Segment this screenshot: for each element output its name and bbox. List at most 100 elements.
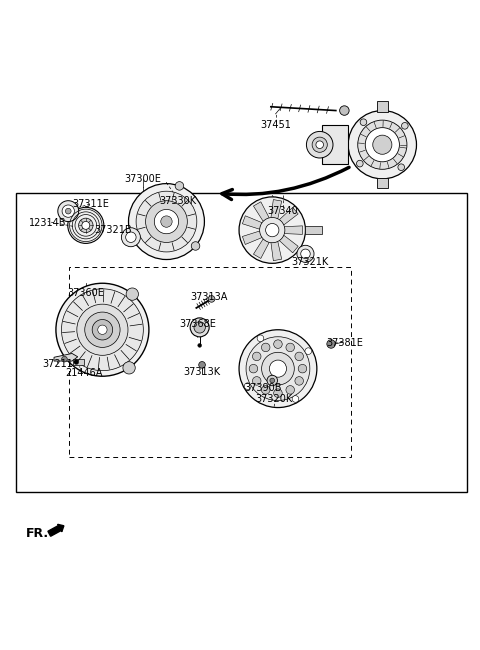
Circle shape bbox=[79, 218, 93, 233]
Circle shape bbox=[262, 343, 270, 352]
Circle shape bbox=[145, 201, 187, 242]
Circle shape bbox=[401, 122, 408, 129]
Circle shape bbox=[306, 131, 333, 158]
Polygon shape bbox=[279, 235, 298, 253]
Circle shape bbox=[239, 197, 305, 263]
Text: 37340: 37340 bbox=[267, 206, 298, 216]
Circle shape bbox=[246, 337, 310, 400]
Circle shape bbox=[61, 289, 144, 370]
Circle shape bbox=[92, 320, 113, 340]
Circle shape bbox=[262, 352, 294, 385]
Circle shape bbox=[286, 385, 295, 394]
Circle shape bbox=[373, 135, 392, 154]
Circle shape bbox=[292, 396, 299, 402]
Circle shape bbox=[82, 222, 90, 229]
Text: 37451: 37451 bbox=[260, 120, 291, 130]
Bar bbox=[377, 178, 388, 188]
Circle shape bbox=[123, 361, 135, 374]
Circle shape bbox=[295, 352, 303, 361]
Polygon shape bbox=[242, 216, 262, 229]
Circle shape bbox=[327, 340, 336, 348]
Circle shape bbox=[68, 207, 104, 243]
Polygon shape bbox=[253, 239, 269, 259]
Circle shape bbox=[297, 245, 314, 263]
Circle shape bbox=[65, 208, 71, 214]
Text: 37360E: 37360E bbox=[67, 288, 104, 298]
Circle shape bbox=[365, 127, 399, 162]
Circle shape bbox=[274, 340, 282, 348]
Text: 37311E: 37311E bbox=[72, 199, 109, 209]
Circle shape bbox=[269, 360, 287, 377]
Circle shape bbox=[121, 227, 140, 247]
Bar bbox=[73, 359, 84, 365]
Circle shape bbox=[286, 343, 295, 352]
Text: FR.: FR. bbox=[25, 527, 48, 540]
Circle shape bbox=[312, 137, 327, 152]
Circle shape bbox=[252, 376, 261, 385]
Polygon shape bbox=[279, 207, 298, 225]
Circle shape bbox=[244, 383, 251, 389]
Circle shape bbox=[257, 335, 264, 342]
Circle shape bbox=[249, 365, 258, 373]
Circle shape bbox=[56, 283, 149, 376]
Circle shape bbox=[208, 296, 215, 302]
Text: 37320K: 37320K bbox=[255, 393, 293, 404]
Circle shape bbox=[127, 230, 135, 239]
Text: 37313A: 37313A bbox=[191, 292, 228, 302]
Circle shape bbox=[129, 183, 204, 259]
Circle shape bbox=[274, 389, 282, 397]
Text: 37313K: 37313K bbox=[183, 367, 221, 378]
Circle shape bbox=[136, 191, 197, 252]
Text: 37330K: 37330K bbox=[160, 196, 197, 205]
Circle shape bbox=[199, 361, 205, 368]
Circle shape bbox=[154, 209, 179, 234]
Circle shape bbox=[348, 111, 417, 179]
Circle shape bbox=[340, 106, 349, 115]
Text: 12314B: 12314B bbox=[29, 218, 67, 228]
Circle shape bbox=[267, 375, 277, 385]
Circle shape bbox=[262, 385, 270, 394]
Circle shape bbox=[77, 304, 128, 356]
Polygon shape bbox=[284, 226, 302, 235]
Circle shape bbox=[295, 376, 303, 385]
Circle shape bbox=[316, 141, 324, 148]
Text: 37390B: 37390B bbox=[244, 383, 282, 393]
Text: 37381E: 37381E bbox=[326, 338, 363, 348]
Circle shape bbox=[357, 161, 363, 167]
Polygon shape bbox=[271, 241, 282, 261]
Bar bbox=[16, 193, 467, 492]
Circle shape bbox=[298, 365, 307, 373]
Circle shape bbox=[161, 216, 172, 228]
Circle shape bbox=[301, 249, 310, 259]
Text: 37321B: 37321B bbox=[94, 225, 132, 235]
Circle shape bbox=[190, 318, 209, 337]
Text: 21446A: 21446A bbox=[66, 369, 103, 378]
Circle shape bbox=[194, 322, 205, 333]
Circle shape bbox=[198, 343, 202, 347]
Circle shape bbox=[265, 224, 279, 237]
Bar bbox=[322, 125, 348, 164]
Circle shape bbox=[191, 242, 200, 250]
Circle shape bbox=[360, 119, 367, 125]
Circle shape bbox=[358, 120, 407, 169]
Polygon shape bbox=[253, 202, 269, 222]
Circle shape bbox=[98, 325, 107, 334]
Circle shape bbox=[260, 218, 285, 242]
Circle shape bbox=[62, 205, 74, 217]
Circle shape bbox=[252, 352, 261, 361]
Bar bbox=[377, 101, 388, 112]
Circle shape bbox=[61, 356, 67, 362]
Circle shape bbox=[398, 164, 405, 170]
Polygon shape bbox=[54, 354, 78, 361]
Text: 37300E: 37300E bbox=[124, 174, 161, 184]
Circle shape bbox=[305, 348, 312, 354]
Text: 37321K: 37321K bbox=[291, 257, 329, 267]
Circle shape bbox=[126, 288, 138, 300]
Bar bbox=[69, 267, 351, 457]
Circle shape bbox=[175, 181, 184, 190]
Text: 37211: 37211 bbox=[42, 359, 73, 369]
Circle shape bbox=[239, 330, 317, 408]
Circle shape bbox=[270, 378, 275, 383]
Polygon shape bbox=[271, 200, 282, 219]
Circle shape bbox=[74, 359, 79, 365]
